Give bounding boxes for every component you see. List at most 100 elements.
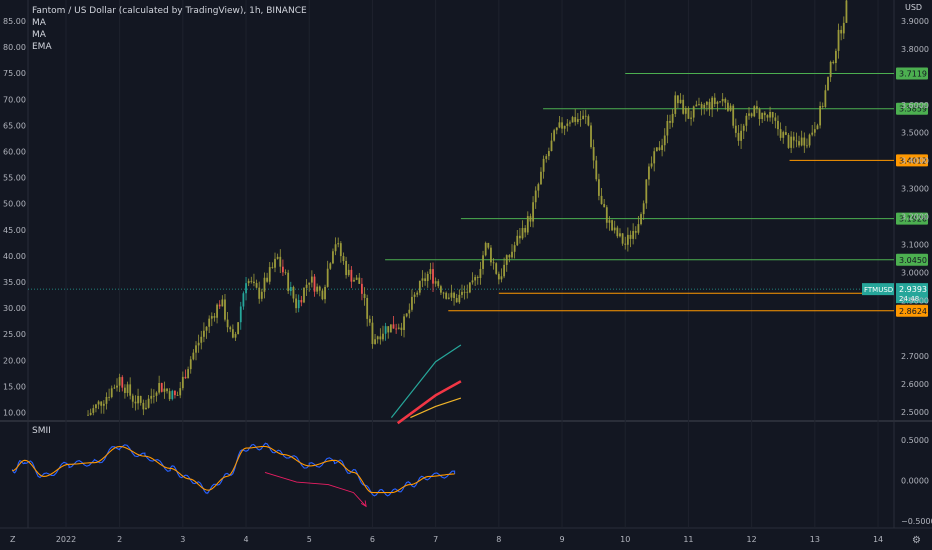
- candle-body: [347, 269, 350, 276]
- left-axis-tick: 40.00: [3, 252, 26, 261]
- candle-body: [263, 277, 266, 292]
- candle-body: [798, 141, 800, 146]
- candle-body: [703, 104, 706, 109]
- candle-body: [95, 404, 97, 409]
- candle-body: [558, 122, 561, 128]
- oscillator-tick: −0.5000: [901, 517, 932, 526]
- candle-body: [619, 233, 621, 237]
- candle-body: [124, 387, 126, 393]
- annotation-arrow: [264, 471, 367, 507]
- left-axis-tick: 20.00: [3, 356, 26, 365]
- candle-body: [342, 256, 345, 261]
- time-axis-tick: 5: [307, 535, 312, 544]
- bar-countdown-label: 24:48: [899, 295, 919, 303]
- ma-line-teal: [390, 344, 462, 418]
- candle-body: [197, 342, 200, 346]
- candle-body: [674, 95, 677, 114]
- candle-body: [832, 61, 835, 64]
- candle-body: [284, 272, 287, 274]
- candle-body: [471, 280, 474, 283]
- currency-label: USD: [905, 3, 923, 12]
- left-axis-tick: 30.00: [3, 304, 26, 313]
- candle-body: [719, 101, 721, 103]
- time-axis-tick: 3: [180, 535, 185, 544]
- candle-body: [387, 326, 390, 333]
- candle-body: [608, 220, 611, 223]
- candle-body: [134, 401, 137, 404]
- symbol-title[interactable]: Fantom / US Dollar (calculated by Tradin…: [32, 6, 307, 16]
- indicator-ma-1[interactable]: MA: [32, 18, 46, 28]
- candle-body: [166, 388, 168, 392]
- candle-body: [482, 255, 484, 269]
- candle-body: [203, 330, 205, 337]
- candle-body: [629, 234, 632, 239]
- candle-body: [152, 395, 155, 397]
- candle-body: [605, 207, 608, 223]
- candle-body: [690, 117, 692, 119]
- left-axis-tick: 45.00: [3, 226, 26, 235]
- candle-body: [516, 235, 519, 246]
- candle-body: [819, 105, 822, 126]
- candle-body: [200, 336, 203, 343]
- candle-body: [389, 324, 392, 333]
- candle-body: [534, 190, 537, 203]
- candle-body: [547, 151, 550, 157]
- indicator-ema[interactable]: EMA: [32, 42, 52, 52]
- candle-body: [774, 117, 777, 121]
- candle-body: [550, 140, 553, 152]
- time-axis-tick: 13: [810, 535, 820, 544]
- candle-body: [771, 111, 774, 118]
- candle-body: [411, 296, 413, 310]
- candle-body: [842, 22, 845, 34]
- time-axis-tick: 9: [559, 535, 564, 544]
- time-axis-tick: 6: [370, 535, 375, 544]
- horizontal-levels: 3.71193.58593.40123.19263.04502.92542.86…: [28, 67, 928, 317]
- left-axis-tick: 25.00: [3, 330, 26, 339]
- candle-body: [321, 290, 324, 300]
- left-axis-tick: 10.00: [3, 409, 26, 418]
- candle-body: [571, 117, 574, 123]
- indicator-ma-2[interactable]: MA: [32, 30, 46, 40]
- candle-body: [382, 333, 384, 340]
- candle-body: [218, 304, 221, 307]
- oscillator-title[interactable]: SMII: [32, 426, 51, 436]
- left-axis-tick: 85.00: [3, 17, 26, 26]
- time-axis-tick: 11: [683, 535, 693, 544]
- candle-body: [100, 401, 103, 406]
- candle-body: [677, 95, 679, 104]
- candle-body: [598, 179, 600, 196]
- right-axis-tick: 2.6000: [901, 380, 929, 389]
- current-price-label: 2.9393: [899, 285, 927, 294]
- candle-body: [397, 327, 400, 329]
- candle-body: [450, 292, 453, 298]
- candle-body: [519, 235, 521, 239]
- level-price-tag: [896, 253, 928, 266]
- candle-body: [329, 263, 332, 269]
- candle-body: [213, 316, 216, 318]
- candle-body: [682, 99, 685, 114]
- candle-body: [147, 398, 150, 408]
- candle-body: [413, 294, 416, 297]
- level-price-tag: [896, 212, 928, 225]
- level-price-label: 3.1926: [899, 215, 927, 224]
- candle-body: [584, 115, 587, 117]
- candle-body: [395, 328, 398, 330]
- candle-body: [806, 145, 808, 147]
- candle-body: [532, 202, 534, 222]
- candle-body: [279, 256, 282, 267]
- candle-body: [260, 291, 263, 299]
- candle-body: [287, 272, 290, 292]
- candle-body: [437, 281, 440, 287]
- candle-body: [116, 385, 118, 388]
- left-axis-tick: 60.00: [3, 148, 26, 157]
- candle-body: [479, 268, 482, 279]
- time-axis-tick: 14: [873, 535, 883, 544]
- candle-body: [837, 29, 840, 51]
- candle-body: [845, 0, 848, 23]
- candle-body: [282, 266, 284, 273]
- candle-body: [432, 269, 434, 284]
- candle-body: [724, 98, 727, 103]
- time-axis-tick: 8: [496, 535, 501, 544]
- candle-body: [671, 113, 674, 123]
